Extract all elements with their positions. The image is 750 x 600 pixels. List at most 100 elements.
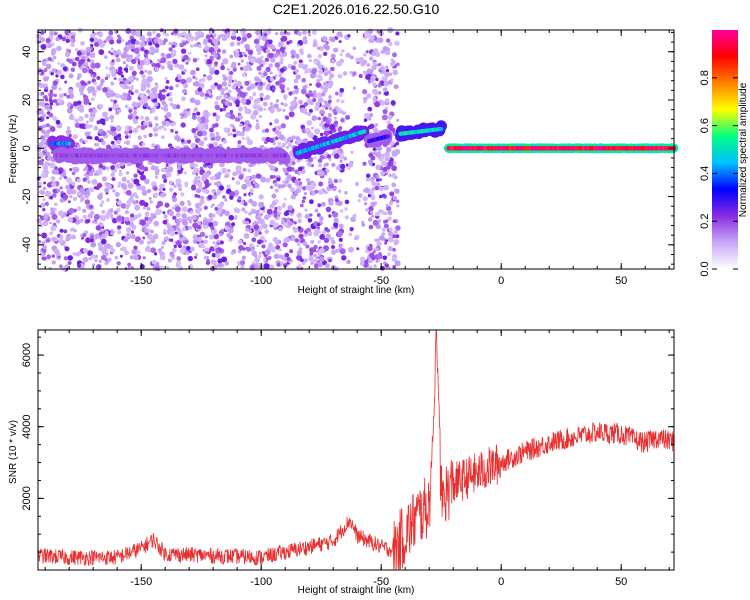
heatmap-cell [316,82,322,88]
heatmap-cell [210,84,216,90]
heatmap-cell [221,49,227,54]
heatmap-cell [42,208,46,212]
heatmap-cell [307,112,312,117]
heatmap-cell [378,219,382,223]
heatmap-cell [55,219,61,224]
heatmap-cell [365,177,370,182]
heatmap-cell [165,112,172,118]
heatmap-cell [194,107,198,111]
heatmap-cell [344,199,350,205]
heatmap-cell [130,234,136,240]
heatmap-cell [132,200,137,205]
heatmap-cell [338,223,344,229]
heatmap-cell [219,108,224,112]
heatmap-cell [290,167,295,171]
heatmap-cell [108,50,112,54]
heatmap-cell [283,211,289,217]
heatmap-cell [126,190,132,196]
heatmap-cell [46,238,50,243]
heatmap-cell [194,163,198,168]
heatmap-cell [92,55,95,58]
heatmap-cell [323,237,330,244]
heatmap-cell [331,225,336,230]
heatmap-cell [390,78,394,82]
heatmap-cell [255,122,260,127]
heatmap-cell [175,263,179,268]
heatmap-cell [328,177,332,181]
heatmap-cell [79,107,84,113]
heatmap-cell [125,171,130,175]
heatmap-cell [76,191,82,197]
heatmap-cell [269,71,273,75]
heatmap-cell [307,33,311,37]
heatmap-cell [194,81,200,87]
heatmap-cell [179,248,185,254]
heatmap-cell [76,178,81,183]
heatmap-cell [66,94,70,99]
heatmap-cell [153,220,159,227]
heatmap-cell [238,196,242,200]
heatmap-cell [101,210,106,214]
heatmap-cell [330,37,336,43]
heatmap-cell [286,87,290,91]
heatmap-cell [200,116,206,122]
heatmap-cell [96,264,102,269]
heatmap-cell [240,66,244,71]
heatmap-cell [275,81,280,85]
heatmap-cell [319,216,324,221]
heatmap-cell [74,118,79,124]
heatmap-cell [220,65,225,70]
heatmap-cell [99,215,103,218]
heatmap-cell [163,214,168,219]
heatmap-cell [263,263,270,270]
heatmap-cell [189,246,195,252]
heatmap-cell [281,142,287,148]
heatmap-cell [334,195,339,200]
heatmap-cell [51,236,57,242]
heatmap-cell [172,104,178,110]
heatmap-cell [110,98,114,102]
heatmap-cell [240,27,247,34]
heatmap-cell [368,217,373,222]
heatmap-cell [274,62,281,68]
heatmap-cell [333,116,337,120]
heatmap-cell [302,30,307,35]
heatmap-cell [154,175,158,179]
heatmap-cell [211,253,217,258]
heatmap-cell [88,69,94,74]
heatmap-cell [175,212,181,218]
heatmap-cell [262,209,266,213]
heatmap-cell [114,30,119,35]
heatmap-cell [369,190,375,196]
heatmap-cell [282,242,288,248]
heatmap-cell [306,95,310,99]
heatmap-cell [165,222,170,227]
heatmap-cell [318,181,324,187]
heatmap-cell [325,40,329,45]
heatmap-cell [46,151,51,156]
heatmap-cell [301,261,306,266]
heatmap-cell [356,247,360,251]
heatmap-cell [251,237,257,243]
heatmap-cell [286,41,290,45]
heatmap-cell [151,143,155,147]
heatmap-cell [228,89,232,94]
heatmap-cell [243,233,250,239]
heatmap-cell [291,54,295,59]
heatmap-cell [192,239,198,244]
heatmap-cell [95,225,102,231]
heatmap-cell [228,214,235,221]
heatmap-cell [192,57,198,63]
heatmap-cell [263,33,268,37]
heatmap-cell [391,182,397,188]
heatmap-cell [123,51,128,56]
heatmap-cell [148,220,152,224]
heatmap-cell [166,53,172,59]
heatmap-cell [84,139,88,143]
heatmap-cell [188,51,192,55]
heatmap-cell [144,216,149,222]
heatmap-cell [101,131,107,137]
heatmap-cell [320,92,326,97]
heatmap-cell [263,101,268,107]
heatmap-cell [254,76,260,82]
